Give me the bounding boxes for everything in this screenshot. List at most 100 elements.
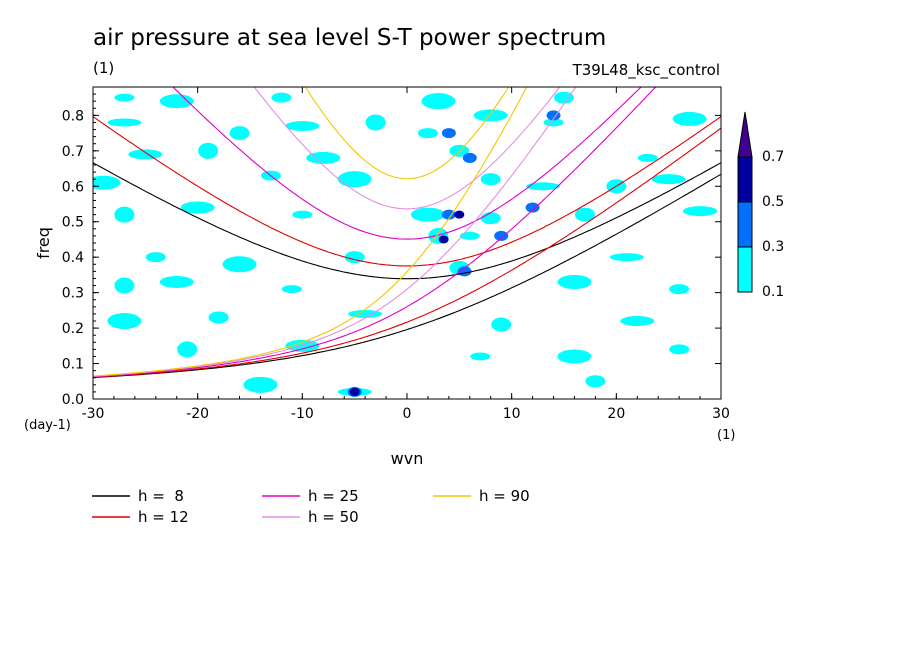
contour-patch-level-1 bbox=[229, 126, 250, 141]
dispersion-curve-h12-upper bbox=[93, 116, 721, 267]
legend-label: h = 12 bbox=[138, 508, 189, 526]
x-tick-label: -30 bbox=[82, 406, 105, 422]
contour-patch-level-2 bbox=[462, 152, 477, 163]
dispersion-curve-h8-lower bbox=[93, 173, 721, 379]
y-unit-label: (day-1) bbox=[24, 418, 71, 433]
x-tick-label: 20 bbox=[607, 406, 625, 422]
contour-patch-level-1 bbox=[417, 128, 438, 139]
contour-patch-level-1 bbox=[609, 253, 644, 262]
contour-patch-level-1 bbox=[177, 341, 198, 358]
contour-patch-level-1 bbox=[243, 376, 278, 393]
colorbar-label: 0.5 bbox=[762, 194, 784, 210]
y-tick-label: 0.8 bbox=[62, 108, 84, 124]
contour-patch-level-1 bbox=[470, 352, 491, 361]
dispersion-curve-h25-upper bbox=[172, 87, 642, 240]
dispersion-curve-h90-upper bbox=[304, 87, 510, 180]
dispersion-curve-h25-lower bbox=[93, 87, 657, 378]
contour-patch-level-1 bbox=[208, 311, 229, 324]
contour-patch-level-1 bbox=[198, 142, 219, 159]
contour-patch-level-1 bbox=[574, 207, 595, 222]
y-axis-label: freq bbox=[34, 227, 53, 259]
contour-patch-level-1 bbox=[554, 91, 574, 104]
contour-patch-level-1 bbox=[491, 317, 512, 332]
contour-patch-level-2 bbox=[525, 202, 540, 213]
dispersion-curve-h8-upper bbox=[93, 162, 721, 280]
contour-patch-level-1 bbox=[585, 375, 606, 388]
x-axis-label: wvn bbox=[391, 449, 424, 468]
legend: h = 8 h = 12 h = 25 h = 50 h = 90 bbox=[92, 487, 530, 526]
y-tick-label: 0.7 bbox=[62, 144, 84, 160]
contour-patch-level-1 bbox=[480, 173, 501, 186]
dispersion-curves bbox=[93, 87, 721, 379]
colorbar-segment bbox=[737, 246, 753, 293]
contour-patch-level-1 bbox=[365, 114, 386, 131]
dispersion-curve-h90-lower bbox=[93, 87, 528, 377]
x-tick-label: -10 bbox=[291, 406, 314, 422]
contour-patch-level-1 bbox=[107, 118, 142, 127]
contour-patch-level-1 bbox=[107, 313, 142, 329]
y-tick-label: 0.5 bbox=[62, 215, 84, 231]
axis-ticks: -30 -20 -10 0 10 20 30 0.0 0.1 0.2 0.3 0.4 0.5 0.6 0.7… bbox=[62, 86, 730, 422]
contour-patch-level-1 bbox=[526, 182, 561, 191]
contour-patch-level-2 bbox=[546, 110, 561, 121]
x-unit-label: (1) bbox=[717, 428, 735, 443]
contour-patch-level-1 bbox=[306, 151, 341, 164]
contour-patch-level-1 bbox=[114, 206, 135, 223]
contour-patch-level-3 bbox=[438, 235, 449, 244]
chart-subtitle: T39L48_ksc_control bbox=[572, 61, 720, 80]
dispersion-curve-h12-lower bbox=[93, 127, 721, 378]
title-unit: (1) bbox=[93, 59, 114, 77]
x-tick-label: -20 bbox=[186, 406, 209, 422]
contour-patch-level-1 bbox=[421, 93, 456, 110]
contour-patch-level-1 bbox=[557, 275, 592, 289]
contour-patch-level-3 bbox=[454, 210, 465, 219]
contour-patch-level-1 bbox=[480, 212, 501, 225]
y-tick-label: 0.4 bbox=[62, 250, 84, 266]
colorbar-extend-arrow bbox=[737, 111, 753, 158]
contour-patch-level-1 bbox=[459, 231, 480, 240]
contour-patch-level-1 bbox=[669, 284, 690, 295]
contour-fill-layer bbox=[93, 91, 718, 397]
legend-label: h = 50 bbox=[308, 508, 359, 526]
contour-patch-level-1 bbox=[557, 349, 592, 364]
contour-patch-level-2 bbox=[441, 128, 456, 139]
y-tick-label: 0.3 bbox=[62, 286, 84, 302]
contour-patch-level-1 bbox=[145, 252, 166, 263]
y-tick-label: 0.6 bbox=[62, 179, 84, 195]
contour-patch-level-1 bbox=[292, 210, 313, 219]
y-tick-label: 0.1 bbox=[62, 357, 84, 373]
plot-area bbox=[92, 86, 722, 400]
contour-patch-level-1 bbox=[543, 118, 564, 127]
contour-patch-level-1 bbox=[285, 121, 320, 131]
contour-patch-level-1 bbox=[473, 109, 508, 122]
dispersion-curve-h50-upper bbox=[253, 87, 561, 210]
contour-patch-level-1 bbox=[637, 153, 658, 162]
contour-patch-level-1 bbox=[651, 174, 686, 185]
legend-label: h = 25 bbox=[308, 487, 359, 505]
colorbar: 0.1 0.3 0.5 0.7 bbox=[737, 111, 784, 300]
dispersion-curve-h50-lower bbox=[93, 87, 577, 377]
contour-patch-level-1 bbox=[281, 285, 302, 294]
colorbar-segment bbox=[737, 201, 753, 248]
contour-patch-level-1 bbox=[180, 201, 215, 214]
contour-patch-level-1 bbox=[222, 256, 257, 273]
chart-title: air pressure at sea level S-T power spec… bbox=[93, 25, 606, 51]
x-tick-label: 30 bbox=[712, 406, 730, 422]
y-tick-label: 0.2 bbox=[62, 321, 84, 337]
contour-patch-level-1 bbox=[683, 206, 718, 217]
colorbar-label: 0.3 bbox=[762, 239, 784, 255]
colorbar-label: 0.1 bbox=[762, 284, 784, 300]
legend-label: h = 90 bbox=[479, 487, 530, 505]
contour-patch-level-1 bbox=[128, 149, 163, 160]
contour-patch-level-1 bbox=[672, 111, 707, 126]
contour-patch-level-1 bbox=[620, 316, 655, 326]
x-tick-label: 0 bbox=[403, 406, 412, 422]
contour-patch-level-3 bbox=[349, 387, 360, 396]
contour-patch-level-1 bbox=[93, 175, 121, 190]
contour-patch-level-1 bbox=[410, 207, 445, 222]
contour-patch-level-2 bbox=[494, 230, 509, 241]
contour-patch-level-1 bbox=[114, 93, 135, 102]
contour-patch-level-1 bbox=[114, 277, 135, 294]
colorbar-segment bbox=[737, 156, 753, 203]
contour-patch-level-1 bbox=[159, 94, 194, 109]
